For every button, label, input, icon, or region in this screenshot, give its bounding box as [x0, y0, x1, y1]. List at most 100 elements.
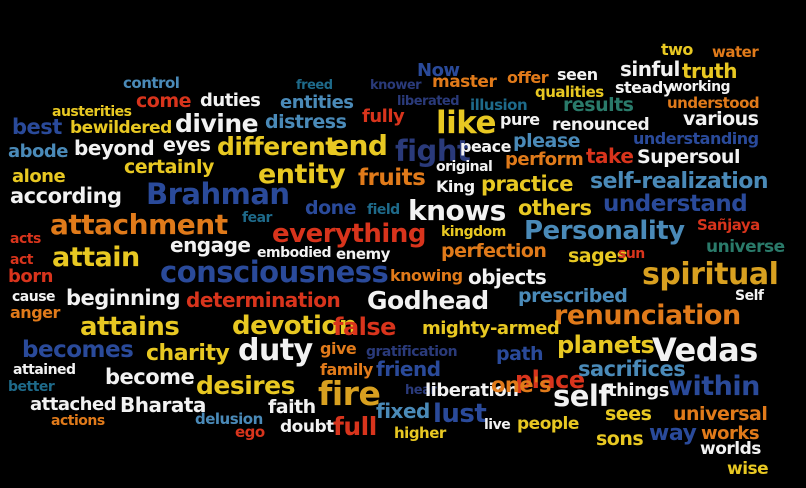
- word: gratification: [366, 344, 458, 360]
- word: sons: [596, 428, 644, 450]
- word: working: [670, 79, 731, 95]
- word: illusion: [470, 96, 528, 114]
- word: worlds: [700, 439, 761, 459]
- word: original: [436, 159, 493, 175]
- word: two: [661, 40, 693, 59]
- word: live: [484, 417, 511, 433]
- word: way: [649, 421, 697, 446]
- word: spiritual: [642, 257, 779, 292]
- word: mighty-armed: [422, 318, 560, 339]
- word: give: [320, 339, 357, 358]
- word: wise: [727, 459, 769, 479]
- word: everything: [272, 219, 426, 249]
- word: universe: [706, 237, 785, 257]
- word: planets: [557, 331, 655, 359]
- word: pure: [500, 110, 540, 129]
- word: sages: [568, 245, 628, 267]
- word: faith: [268, 396, 316, 418]
- word: enemy: [336, 245, 390, 263]
- word: Personality: [524, 216, 685, 246]
- word: sacrifices: [578, 357, 686, 381]
- word: embodied: [257, 245, 332, 261]
- word: knows: [408, 194, 506, 227]
- word: Self: [735, 288, 764, 304]
- word: like: [436, 105, 497, 141]
- word: family: [320, 360, 373, 379]
- word: becomes: [22, 337, 134, 363]
- word: knowing: [390, 266, 463, 285]
- word: Vedas: [652, 331, 758, 369]
- word: take: [586, 144, 634, 168]
- word: entity: [258, 159, 346, 190]
- word: liberated: [397, 94, 460, 109]
- word: friend: [376, 357, 441, 381]
- word: self: [553, 379, 611, 413]
- word: ego: [235, 423, 265, 441]
- word: doubt: [280, 417, 334, 437]
- word: attain: [52, 242, 140, 273]
- word: universal: [673, 403, 768, 425]
- word: path: [496, 343, 544, 365]
- word: alone: [12, 166, 66, 187]
- word: Sañjaya: [697, 216, 760, 234]
- word: better: [8, 379, 55, 395]
- word: delusion: [195, 410, 263, 428]
- word: bewildered: [70, 118, 172, 138]
- word: understood: [667, 94, 760, 112]
- word: attained: [13, 362, 76, 378]
- word: devotion: [232, 311, 357, 341]
- word: different: [217, 132, 337, 161]
- word: anger: [10, 303, 60, 322]
- word: fight: [395, 134, 471, 168]
- word: cause: [12, 289, 56, 305]
- word: water: [712, 43, 759, 61]
- word: consciousness: [160, 255, 389, 289]
- word: certainly: [124, 156, 214, 178]
- word: born: [8, 266, 53, 287]
- word: things: [608, 380, 670, 401]
- word: sinful: [620, 57, 680, 81]
- word: desires: [196, 371, 295, 400]
- word: kingdom: [441, 224, 506, 240]
- word: end: [330, 129, 388, 162]
- word: qualities: [535, 83, 604, 101]
- word: one's: [491, 373, 552, 397]
- word: master: [432, 72, 497, 92]
- word: lust: [433, 399, 487, 429]
- word: King: [436, 177, 475, 196]
- word: charity: [146, 341, 230, 366]
- word: Supersoul: [637, 146, 740, 168]
- word: knower: [370, 78, 422, 93]
- word: practice: [481, 172, 573, 196]
- word: perfection: [441, 240, 547, 262]
- word: renunciation: [554, 300, 741, 331]
- word: duties: [200, 90, 261, 111]
- word: sees: [605, 403, 652, 425]
- word: fire: [318, 374, 381, 413]
- word: liberation: [425, 380, 519, 401]
- word: actions: [51, 413, 105, 429]
- word: fixed: [376, 399, 430, 423]
- word: false: [333, 313, 396, 341]
- word: full: [333, 412, 377, 441]
- word: others: [518, 196, 592, 220]
- word: understand: [603, 191, 748, 217]
- word: Now: [417, 60, 460, 81]
- word: control: [123, 74, 180, 92]
- word: freed: [296, 78, 333, 93]
- word: come: [136, 90, 192, 112]
- word: fully: [362, 106, 405, 127]
- word: field: [367, 202, 400, 218]
- word: within: [668, 371, 760, 402]
- word: please: [513, 130, 581, 152]
- word: results: [563, 94, 634, 116]
- word: entities: [280, 92, 354, 113]
- word: best: [12, 115, 62, 139]
- word: higher: [394, 424, 446, 442]
- word: austerities: [52, 104, 132, 120]
- word: beginning: [66, 286, 181, 310]
- word: attached: [30, 394, 117, 415]
- word: perform: [505, 149, 584, 170]
- word: done: [305, 197, 357, 219]
